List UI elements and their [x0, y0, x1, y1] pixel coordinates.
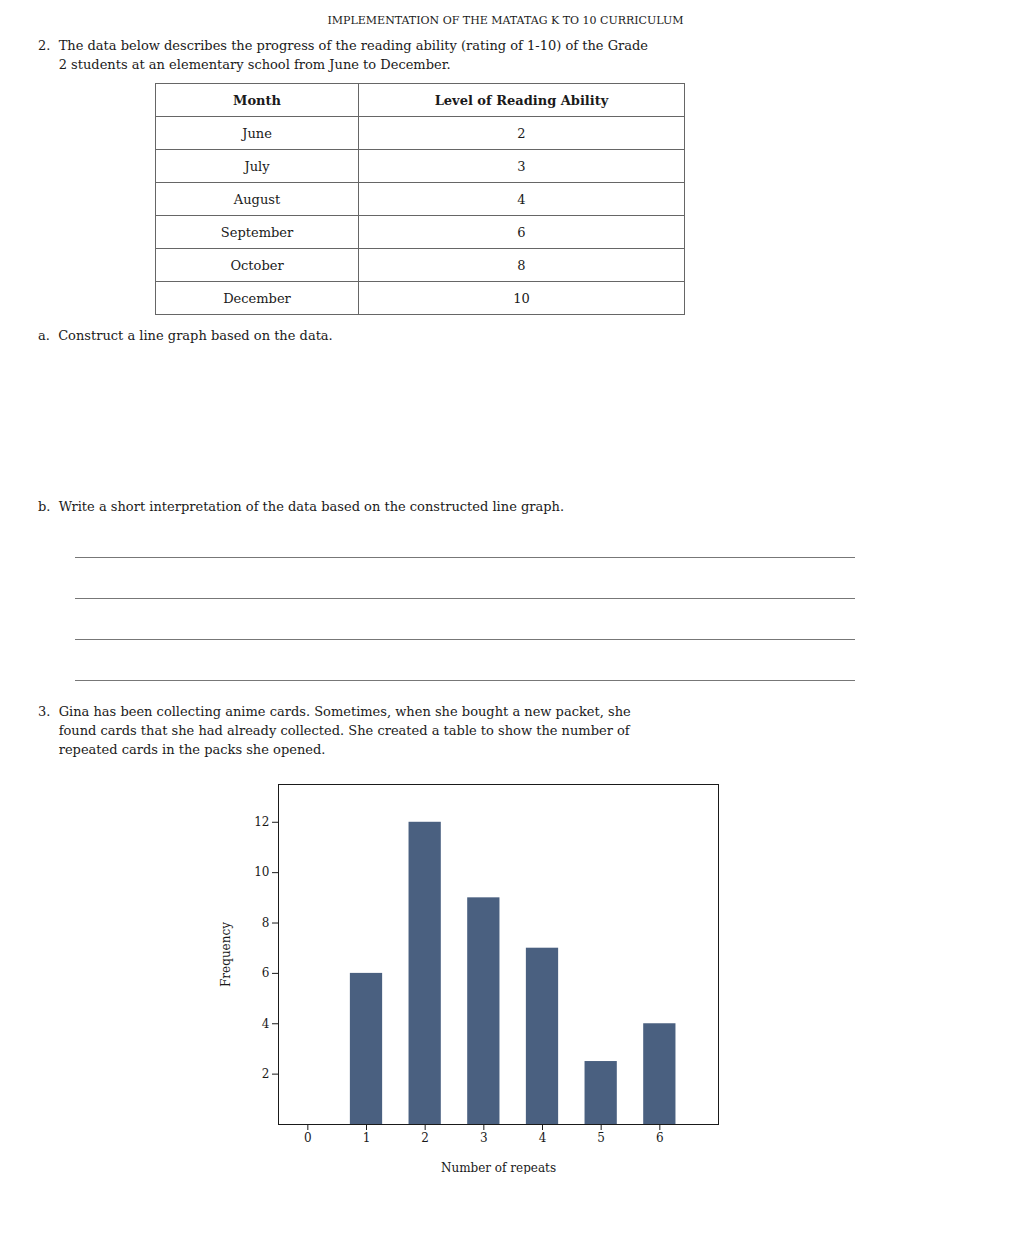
svg-text:0: 0 — [304, 1131, 312, 1145]
html-text:December: December — [223, 290, 291, 306]
html-text:Level of Reading Ability: Level of Reading Ability — [434, 92, 609, 108]
svg-text:4: 4 — [539, 1131, 547, 1145]
html-text:July: July — [244, 158, 270, 174]
svg-text:5: 5 — [597, 1131, 605, 1145]
svg-text:8: 8 — [262, 916, 270, 930]
html-text:June: June — [242, 125, 272, 141]
html-text:October: October — [230, 257, 284, 273]
html-text:September: September — [220, 224, 294, 240]
html-text:4: 4 — [517, 191, 526, 207]
svg-text:Frequency: Frequency — [219, 922, 233, 987]
html-text:Month: Month — [233, 92, 281, 108]
svg-text:6: 6 — [656, 1131, 664, 1145]
html-text:3: 3 — [517, 158, 526, 174]
html-text:2. The data below describes th: 2. The data below describes the progress… — [38, 38, 648, 53]
svg-text:2: 2 — [262, 1067, 270, 1081]
svg-text:6: 6 — [262, 966, 270, 980]
html-text:b. Write a short interpretatio: b. Write a short interpretation of the d… — [38, 499, 565, 514]
html-text:8: 8 — [517, 257, 526, 273]
svg-text:1: 1 — [363, 1131, 371, 1145]
svg-text:Number of repeats: Number of repeats — [441, 1161, 556, 1175]
html-text:6: 6 — [517, 224, 526, 240]
svg-text:10: 10 — [254, 865, 269, 879]
html-text:10: 10 — [513, 290, 530, 306]
html-text:3. Gina has been collecting an: 3. Gina has been collecting anime cards.… — [38, 704, 631, 719]
html-text:found cards that she had alrea: found cards that she had already collect… — [38, 723, 630, 738]
html-text:2 students at an elementary sc: 2 students at an elementary school from … — [38, 57, 451, 72]
html-text:2: 2 — [517, 125, 526, 141]
html-text:IMPLEMENTATION OF THE MATATAG: IMPLEMENTATION OF THE MATATAG K TO 10 CU… — [327, 14, 684, 27]
html-text:a. Construct a line graph base: a. Construct a line graph based on the d… — [38, 328, 333, 343]
html-text:August: August — [233, 191, 281, 207]
svg-text:2: 2 — [421, 1131, 429, 1145]
svg-text:4: 4 — [262, 1017, 270, 1031]
html-text:repeated cards in the packs sh: repeated cards in the packs she opened. — [38, 742, 326, 757]
svg-text:3: 3 — [480, 1131, 488, 1145]
svg-text:12: 12 — [254, 815, 269, 829]
